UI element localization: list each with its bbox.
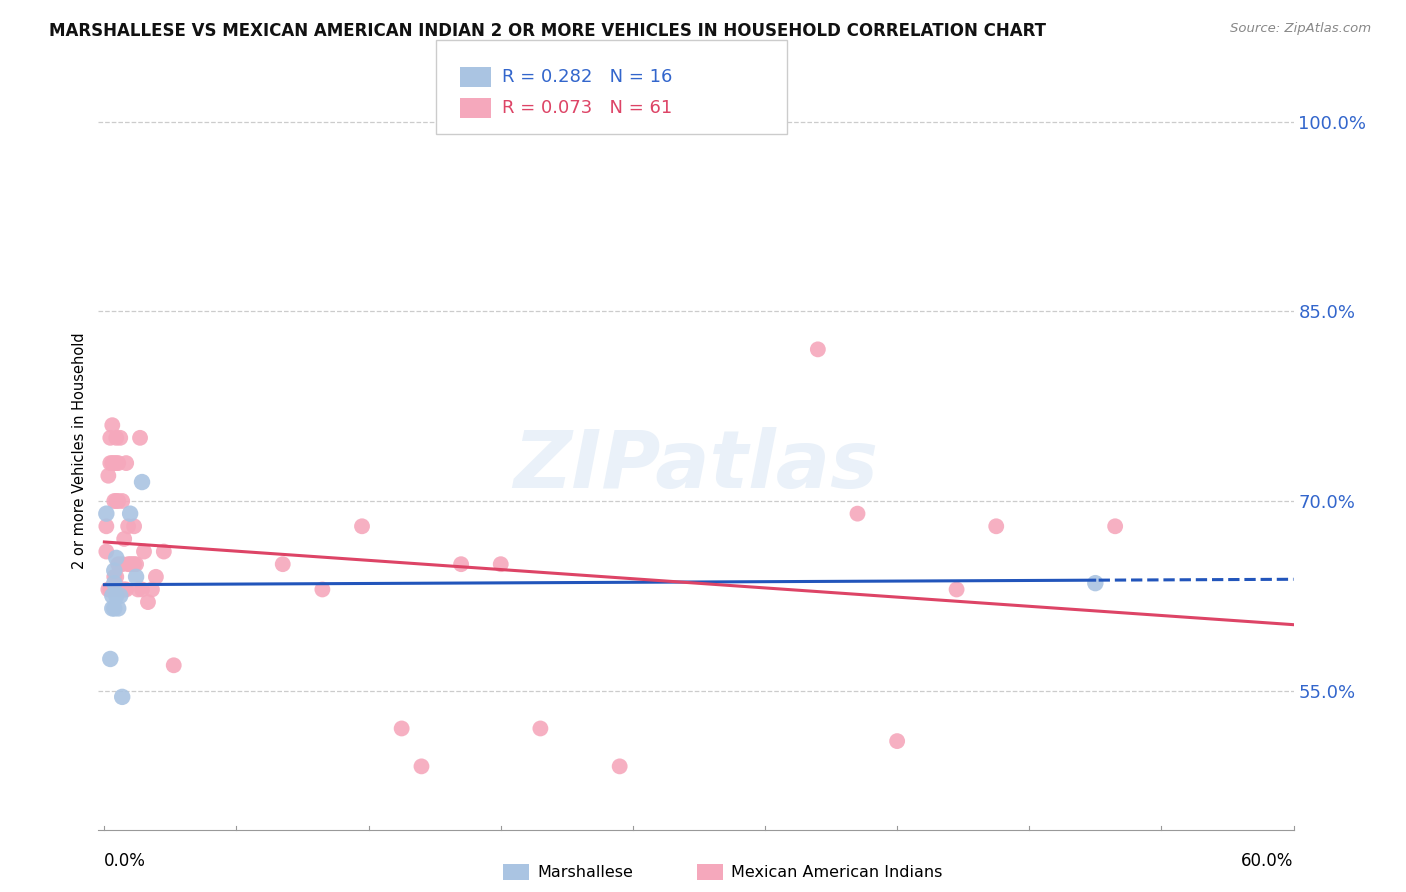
Point (105, 431, 128, 445)
Point (96, 544, 118, 558)
Point (101, 589, 124, 603)
Text: 0.0%: 0.0% (104, 853, 146, 871)
Point (141, 582, 163, 597)
Point (103, 601, 125, 615)
Point (450, 557, 472, 571)
Point (101, 601, 124, 615)
Text: ZIPatlas: ZIPatlas (513, 426, 879, 505)
Point (105, 589, 128, 603)
Point (411, 759, 433, 773)
Point (986, 519, 1008, 533)
Point (127, 582, 149, 597)
Point (121, 557, 143, 571)
Point (105, 494, 128, 508)
Point (122, 519, 145, 533)
Point (129, 431, 152, 445)
Point (145, 570, 167, 584)
Point (107, 557, 129, 571)
Point (101, 418, 124, 433)
Point (945, 582, 967, 597)
Point (103, 456, 125, 470)
Point (131, 582, 153, 597)
Point (103, 576, 125, 591)
Point (807, 343, 830, 357)
Point (101, 582, 124, 597)
Point (111, 494, 134, 508)
Text: Marshallese: Marshallese (537, 865, 633, 880)
Point (97, 468, 120, 483)
Point (125, 557, 148, 571)
Point (117, 557, 139, 571)
Point (120, 557, 142, 571)
Point (489, 557, 512, 571)
Point (122, 557, 145, 571)
Point (391, 722, 413, 736)
Point (98, 431, 121, 445)
Point (98, 652, 121, 666)
Text: R = 0.282   N = 16: R = 0.282 N = 16 (502, 68, 672, 86)
Point (271, 557, 294, 571)
Point (1104, 519, 1126, 533)
Point (107, 582, 129, 597)
Point (105, 570, 128, 584)
Point (886, 734, 908, 748)
Point (112, 532, 135, 546)
Text: 60.0%: 60.0% (1241, 853, 1294, 871)
Point (846, 507, 869, 521)
Point (120, 507, 142, 521)
Point (107, 601, 129, 615)
Text: MARSHALLESE VS MEXICAN AMERICAN INDIAN 2 OR MORE VEHICLES IN HOUSEHOLD CORRELATI: MARSHALLESE VS MEXICAN AMERICAN INDIAN 2… (49, 22, 1046, 40)
Point (96, 507, 118, 521)
Point (110, 589, 132, 603)
Point (115, 456, 138, 470)
Point (103, 570, 125, 584)
Point (115, 582, 138, 597)
Point (98, 582, 121, 597)
Point (132, 544, 155, 558)
Point (96, 519, 118, 533)
Point (112, 582, 135, 597)
Text: R = 0.073   N = 61: R = 0.073 N = 61 (502, 99, 672, 117)
Point (107, 456, 129, 470)
Point (1084, 576, 1107, 591)
Point (125, 570, 148, 584)
Point (131, 475, 153, 489)
Point (111, 557, 134, 571)
Point (111, 582, 134, 597)
Point (97, 582, 120, 597)
Point (609, 759, 631, 773)
Point (153, 544, 176, 558)
Point (101, 456, 124, 470)
Point (105, 456, 128, 470)
Point (163, 658, 186, 673)
Y-axis label: 2 or more Vehicles in Household: 2 or more Vehicles in Household (72, 332, 87, 569)
Point (111, 690, 134, 704)
Point (136, 595, 159, 609)
Point (103, 564, 125, 578)
Point (529, 722, 551, 736)
Point (103, 494, 125, 508)
Text: Mexican American Indians: Mexican American Indians (731, 865, 942, 880)
Point (117, 519, 139, 533)
Point (98, 456, 121, 470)
Point (350, 519, 373, 533)
Point (311, 582, 333, 597)
Text: Source: ZipAtlas.com: Source: ZipAtlas.com (1230, 22, 1371, 36)
Point (105, 550, 128, 565)
Point (107, 494, 129, 508)
Point (110, 582, 132, 597)
Point (110, 431, 132, 445)
